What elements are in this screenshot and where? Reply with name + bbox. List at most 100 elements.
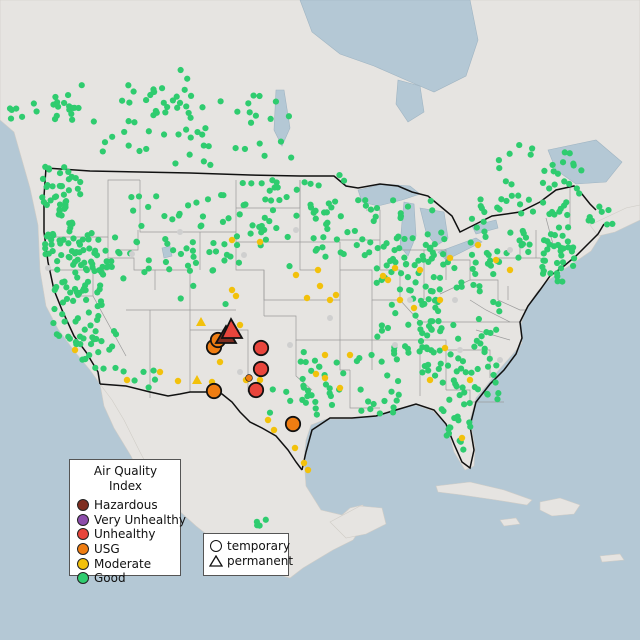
good-monitor-marker[interactable] bbox=[174, 104, 181, 111]
good-monitor-marker[interactable] bbox=[125, 82, 132, 89]
good-monitor-marker[interactable] bbox=[310, 235, 317, 242]
good-monitor-marker[interactable] bbox=[503, 197, 510, 205]
good-monitor-marker[interactable] bbox=[69, 104, 77, 112]
good-monitor-marker[interactable] bbox=[476, 288, 483, 295]
good-monitor-marker[interactable] bbox=[472, 259, 479, 266]
good-monitor-marker[interactable] bbox=[71, 285, 79, 293]
good-monitor-marker[interactable] bbox=[49, 183, 56, 190]
good-monitor-marker[interactable] bbox=[561, 149, 568, 156]
good-monitor-marker[interactable] bbox=[199, 131, 206, 138]
good-monitor-marker[interactable] bbox=[94, 303, 101, 310]
good-monitor-marker[interactable] bbox=[553, 259, 561, 267]
good-monitor-marker[interactable] bbox=[576, 190, 583, 197]
good-monitor-marker[interactable] bbox=[293, 212, 300, 219]
good-monitor-marker[interactable] bbox=[99, 271, 107, 278]
good-monitor-marker[interactable] bbox=[53, 112, 60, 119]
good-monitor-marker[interactable] bbox=[143, 96, 150, 104]
good-monitor-marker[interactable] bbox=[495, 157, 503, 164]
good-monitor-marker[interactable] bbox=[493, 362, 500, 369]
good-monitor-marker[interactable] bbox=[312, 405, 319, 412]
good-monitor-marker[interactable] bbox=[422, 241, 429, 248]
good-monitor-marker[interactable] bbox=[85, 309, 92, 316]
good-monitor-marker[interactable] bbox=[96, 267, 103, 274]
good-monitor-marker[interactable] bbox=[60, 191, 67, 198]
no-data-monitor-marker[interactable] bbox=[45, 265, 51, 271]
no-data-monitor-marker[interactable] bbox=[177, 229, 183, 235]
good-monitor-marker[interactable] bbox=[51, 194, 59, 201]
good-monitor-marker[interactable] bbox=[415, 257, 422, 264]
moderate-monitor-marker[interactable] bbox=[228, 236, 236, 244]
good-monitor-marker[interactable] bbox=[66, 254, 73, 261]
good-monitor-marker[interactable] bbox=[205, 143, 212, 150]
good-monitor-marker[interactable] bbox=[529, 208, 537, 215]
good-monitor-marker[interactable] bbox=[494, 248, 501, 255]
good-monitor-marker[interactable] bbox=[42, 245, 49, 252]
good-monitor-marker[interactable] bbox=[55, 332, 63, 340]
good-monitor-marker[interactable] bbox=[302, 399, 309, 406]
good-monitor-marker[interactable] bbox=[261, 152, 268, 159]
good-monitor-marker[interactable] bbox=[70, 235, 77, 242]
good-monitor-marker[interactable] bbox=[84, 278, 92, 285]
moderate-monitor-marker[interactable] bbox=[466, 376, 474, 384]
good-monitor-marker[interactable] bbox=[374, 245, 381, 252]
good-monitor-marker[interactable] bbox=[319, 244, 326, 251]
good-monitor-marker[interactable] bbox=[47, 197, 54, 204]
good-monitor-marker[interactable] bbox=[467, 239, 474, 246]
moderate-monitor-marker[interactable] bbox=[291, 444, 299, 452]
good-monitor-marker[interactable] bbox=[108, 258, 115, 265]
good-monitor-marker[interactable] bbox=[200, 142, 207, 149]
good-monitor-marker[interactable] bbox=[160, 131, 168, 138]
good-monitor-marker[interactable] bbox=[495, 300, 502, 308]
good-monitor-marker[interactable] bbox=[455, 355, 462, 362]
good-monitor-marker[interactable] bbox=[445, 430, 453, 437]
good-monitor-marker[interactable] bbox=[564, 238, 571, 245]
good-monitor-marker[interactable] bbox=[578, 167, 585, 174]
moderate-monitor-marker[interactable] bbox=[379, 272, 387, 280]
good-monitor-marker[interactable] bbox=[145, 128, 152, 135]
good-monitor-marker[interactable] bbox=[447, 424, 454, 431]
good-monitor-marker[interactable] bbox=[484, 391, 491, 398]
good-monitor-marker[interactable] bbox=[395, 233, 402, 240]
no-data-monitor-marker[interactable] bbox=[457, 347, 463, 353]
good-monitor-marker[interactable] bbox=[192, 259, 200, 266]
good-monitor-marker[interactable] bbox=[402, 261, 410, 268]
good-monitor-marker[interactable] bbox=[326, 390, 333, 397]
good-monitor-marker[interactable] bbox=[311, 357, 319, 364]
good-monitor-marker[interactable] bbox=[388, 301, 395, 308]
good-monitor-marker[interactable] bbox=[74, 274, 81, 281]
good-monitor-marker[interactable] bbox=[559, 159, 567, 166]
good-monitor-marker[interactable] bbox=[396, 286, 404, 293]
good-monitor-marker[interactable] bbox=[162, 235, 169, 243]
good-monitor-marker[interactable] bbox=[18, 113, 26, 120]
good-monitor-marker[interactable] bbox=[273, 224, 280, 232]
good-monitor-marker[interactable] bbox=[394, 377, 402, 385]
good-monitor-marker[interactable] bbox=[241, 145, 249, 153]
good-monitor-marker[interactable] bbox=[87, 341, 95, 348]
good-monitor-marker[interactable] bbox=[181, 86, 188, 93]
good-monitor-marker[interactable] bbox=[246, 109, 253, 116]
good-monitor-marker[interactable] bbox=[393, 356, 400, 363]
good-monitor-marker[interactable] bbox=[50, 101, 57, 108]
good-monitor-marker[interactable] bbox=[90, 336, 97, 343]
good-monitor-marker[interactable] bbox=[336, 171, 343, 179]
good-monitor-marker[interactable] bbox=[240, 202, 247, 209]
good-monitor-marker[interactable] bbox=[374, 333, 381, 340]
good-monitor-marker[interactable] bbox=[91, 267, 98, 275]
good-monitor-marker[interactable] bbox=[387, 257, 394, 265]
good-monitor-marker[interactable] bbox=[177, 250, 185, 258]
good-monitor-marker[interactable] bbox=[328, 401, 336, 409]
good-monitor-marker[interactable] bbox=[412, 279, 419, 286]
moderate-monitor-marker[interactable] bbox=[304, 466, 312, 474]
good-monitor-marker[interactable] bbox=[470, 281, 477, 289]
good-monitor-marker[interactable] bbox=[109, 343, 116, 350]
good-monitor-marker[interactable] bbox=[527, 151, 534, 158]
good-monitor-marker[interactable] bbox=[99, 148, 106, 155]
good-monitor-marker[interactable] bbox=[312, 207, 319, 214]
good-monitor-marker[interactable] bbox=[40, 199, 48, 206]
good-monitor-marker[interactable] bbox=[112, 364, 119, 372]
good-monitor-marker[interactable] bbox=[373, 265, 380, 272]
good-monitor-marker[interactable] bbox=[431, 241, 438, 248]
good-monitor-marker[interactable] bbox=[436, 274, 444, 281]
good-monitor-marker[interactable] bbox=[417, 297, 425, 304]
good-monitor-marker[interactable] bbox=[340, 250, 347, 258]
